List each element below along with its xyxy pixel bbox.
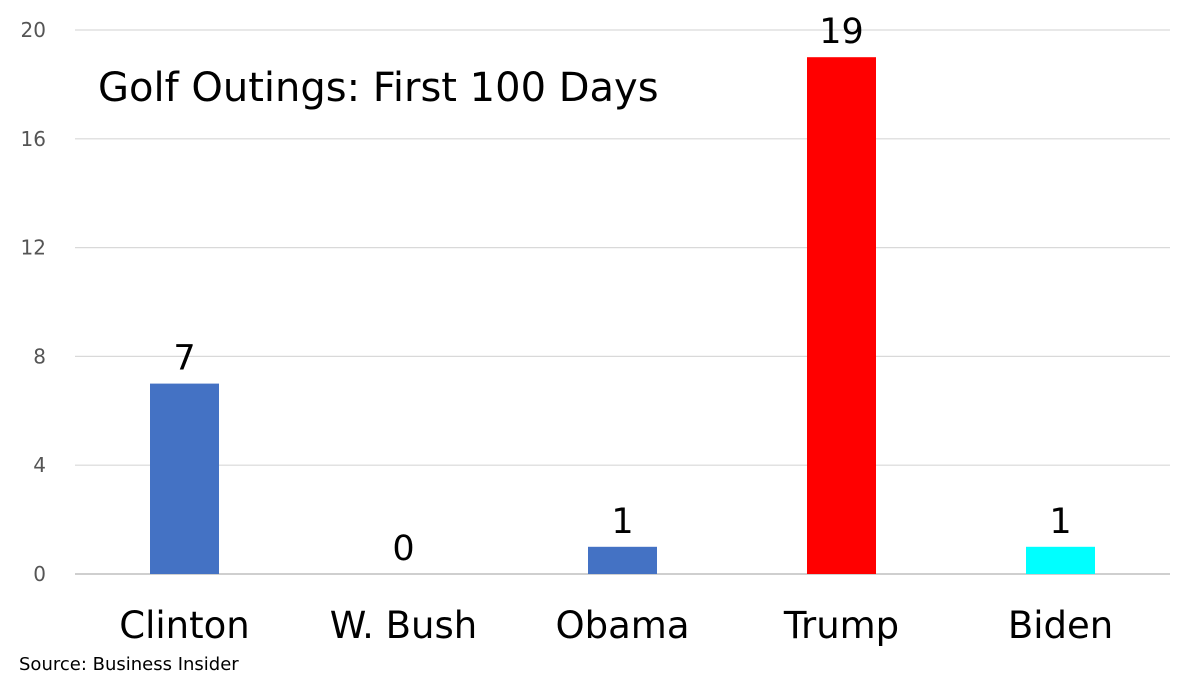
- bar-trump: [807, 57, 876, 574]
- data-label: 7: [173, 339, 195, 379]
- y-tick-label: 12: [21, 236, 46, 260]
- y-axis-ticks: 0 4 8 12 16 20: [21, 18, 46, 586]
- y-tick-label: 8: [33, 344, 46, 368]
- x-tick-label: Clinton: [119, 604, 249, 647]
- gridlines: [75, 29, 1170, 575]
- y-tick-label: 20: [21, 18, 46, 42]
- source-note: Source: Business Insider: [19, 654, 239, 675]
- y-tick-label: 16: [21, 127, 46, 151]
- data-label: 0: [392, 529, 414, 569]
- x-axis-ticks: Clinton W. Bush Obama Trump Biden: [119, 604, 1113, 647]
- bar-obama: [588, 546, 657, 574]
- y-tick-label: 4: [33, 453, 46, 477]
- x-tick-label: Trump: [783, 604, 899, 647]
- data-labels: 7 0 1 19 1: [173, 12, 1071, 569]
- data-label: 1: [1049, 502, 1071, 542]
- data-label: 19: [819, 12, 864, 52]
- chart-title: Golf Outings: First 100 Days: [98, 65, 659, 111]
- data-label: 1: [611, 502, 633, 542]
- x-tick-label: Biden: [1008, 604, 1113, 647]
- bars: [150, 57, 1095, 574]
- x-tick-label: Obama: [556, 604, 690, 647]
- x-tick-label: W. Bush: [330, 604, 477, 647]
- y-tick-label: 0: [33, 562, 46, 586]
- bar-biden: [1026, 546, 1095, 574]
- bar-clinton: [150, 383, 219, 574]
